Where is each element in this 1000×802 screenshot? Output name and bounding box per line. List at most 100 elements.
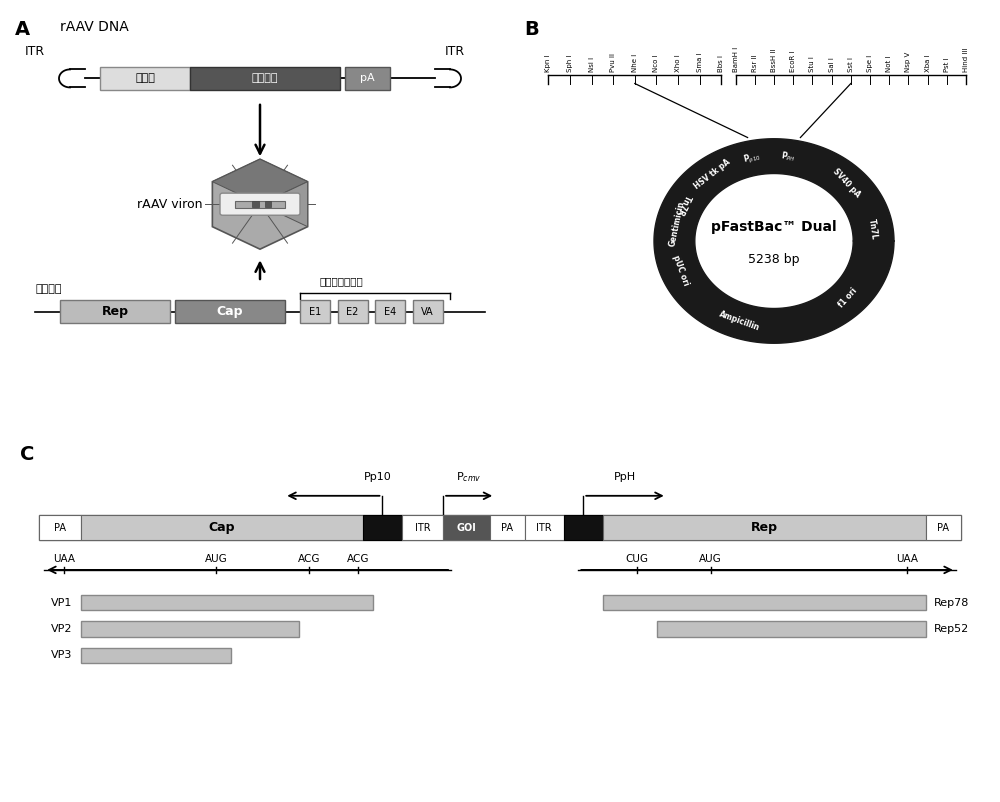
- Bar: [402, 515, 443, 540]
- Text: rAAV DNA: rAAV DNA: [60, 20, 129, 34]
- Bar: [190, 67, 340, 90]
- Text: ITR: ITR: [415, 523, 430, 533]
- Text: 包装因子: 包装因子: [35, 284, 62, 294]
- Text: UAA: UAA: [896, 554, 918, 564]
- Text: Rep78: Rep78: [934, 597, 970, 608]
- Bar: [345, 67, 390, 90]
- Text: pFastBac™ Dual: pFastBac™ Dual: [711, 220, 837, 233]
- Text: E2: E2: [346, 306, 359, 317]
- Bar: [81, 647, 230, 663]
- Bar: [375, 300, 405, 322]
- Text: EcoR I: EcoR I: [790, 51, 796, 72]
- Text: Nsp V: Nsp V: [905, 52, 911, 72]
- Text: C: C: [20, 444, 34, 464]
- Text: Nsi I: Nsi I: [589, 57, 595, 72]
- Bar: [235, 200, 285, 208]
- Text: f1 ori: f1 ori: [837, 286, 859, 310]
- Text: Rep: Rep: [751, 521, 778, 534]
- Polygon shape: [654, 139, 894, 343]
- Text: PA: PA: [54, 523, 66, 533]
- Text: Pp10: Pp10: [364, 472, 391, 482]
- Text: AUG: AUG: [699, 554, 722, 564]
- Polygon shape: [212, 159, 308, 205]
- Text: Rsr II: Rsr II: [752, 55, 758, 72]
- Bar: [603, 594, 926, 610]
- Text: UAA: UAA: [53, 554, 75, 564]
- Bar: [81, 594, 373, 610]
- Text: Cap: Cap: [217, 305, 243, 318]
- Text: Sst I: Sst I: [848, 57, 854, 72]
- Text: Pst I: Pst I: [944, 58, 950, 72]
- Bar: [81, 621, 299, 637]
- Text: Kpn I: Kpn I: [545, 55, 551, 72]
- Text: GOI: GOI: [457, 523, 477, 533]
- Text: VP1: VP1: [51, 597, 73, 608]
- Text: A: A: [15, 20, 30, 39]
- Bar: [657, 621, 926, 637]
- Text: Tn7R: Tn7R: [675, 193, 692, 217]
- Text: Bbs I: Bbs I: [718, 55, 724, 72]
- Text: E4: E4: [384, 306, 396, 317]
- FancyBboxPatch shape: [220, 193, 300, 215]
- Text: AUG: AUG: [204, 554, 227, 564]
- Polygon shape: [212, 159, 308, 249]
- Bar: [175, 300, 285, 322]
- Text: pA: pA: [360, 74, 375, 83]
- Text: Gentimicin: Gentimicin: [667, 200, 686, 247]
- Bar: [603, 515, 926, 540]
- Text: SV40 pA: SV40 pA: [831, 167, 862, 199]
- Bar: [490, 515, 524, 540]
- Bar: [338, 300, 368, 322]
- Text: Rep52: Rep52: [934, 624, 969, 634]
- Text: ITR: ITR: [536, 523, 552, 533]
- Text: Hind III: Hind III: [963, 47, 969, 72]
- Text: Pvu II: Pvu II: [610, 53, 616, 72]
- Text: Tn7L: Tn7L: [867, 218, 879, 241]
- Text: PA: PA: [937, 523, 949, 533]
- Bar: [81, 515, 363, 540]
- Text: Ampicillin: Ampicillin: [718, 310, 761, 332]
- Text: ITR: ITR: [25, 45, 45, 58]
- Text: BssH II: BssH II: [771, 49, 777, 72]
- Bar: [300, 300, 330, 322]
- Text: Rep: Rep: [102, 305, 128, 318]
- Text: Sph I: Sph I: [567, 55, 573, 72]
- Text: ITR: ITR: [445, 45, 465, 58]
- Text: P$_{PH}$: P$_{PH}$: [780, 150, 796, 164]
- Text: 启动子: 启动子: [135, 74, 155, 83]
- Text: rAAV viron: rAAV viron: [137, 197, 203, 211]
- Text: Sma I: Sma I: [697, 52, 703, 72]
- Text: ACG: ACG: [298, 554, 320, 564]
- Text: Cap: Cap: [208, 521, 235, 534]
- Bar: [926, 515, 961, 540]
- Text: VP2: VP2: [51, 624, 73, 634]
- Text: pUC ori: pUC ori: [671, 253, 690, 286]
- Text: Nhe I: Nhe I: [632, 54, 638, 72]
- Text: Spe I: Spe I: [867, 55, 873, 72]
- Text: Sal I: Sal I: [829, 57, 835, 72]
- Bar: [363, 515, 402, 540]
- Text: P$_{p10}$: P$_{p10}$: [742, 150, 762, 167]
- Text: VP3: VP3: [51, 650, 73, 661]
- Bar: [39, 515, 81, 540]
- Text: E1: E1: [309, 306, 321, 317]
- Text: VA: VA: [421, 306, 434, 317]
- Text: PpH: PpH: [614, 472, 636, 482]
- Text: HSV tk pA: HSV tk pA: [693, 157, 732, 191]
- Text: Nco I: Nco I: [653, 55, 659, 72]
- Text: Xba I: Xba I: [925, 55, 931, 72]
- Text: Stu I: Stu I: [809, 56, 815, 72]
- Bar: [564, 515, 603, 540]
- Bar: [60, 300, 170, 322]
- Text: 外源基因: 外源基因: [252, 74, 278, 83]
- Text: 5238 bp: 5238 bp: [748, 253, 800, 266]
- Bar: [413, 300, 443, 322]
- Bar: [39, 515, 961, 540]
- Text: P$_{cmv}$: P$_{cmv}$: [456, 470, 482, 484]
- Bar: [524, 515, 564, 540]
- Text: BamH I: BamH I: [733, 47, 739, 72]
- Polygon shape: [260, 182, 308, 227]
- Bar: [443, 515, 490, 540]
- Text: B: B: [524, 20, 539, 39]
- Bar: [252, 201, 258, 207]
